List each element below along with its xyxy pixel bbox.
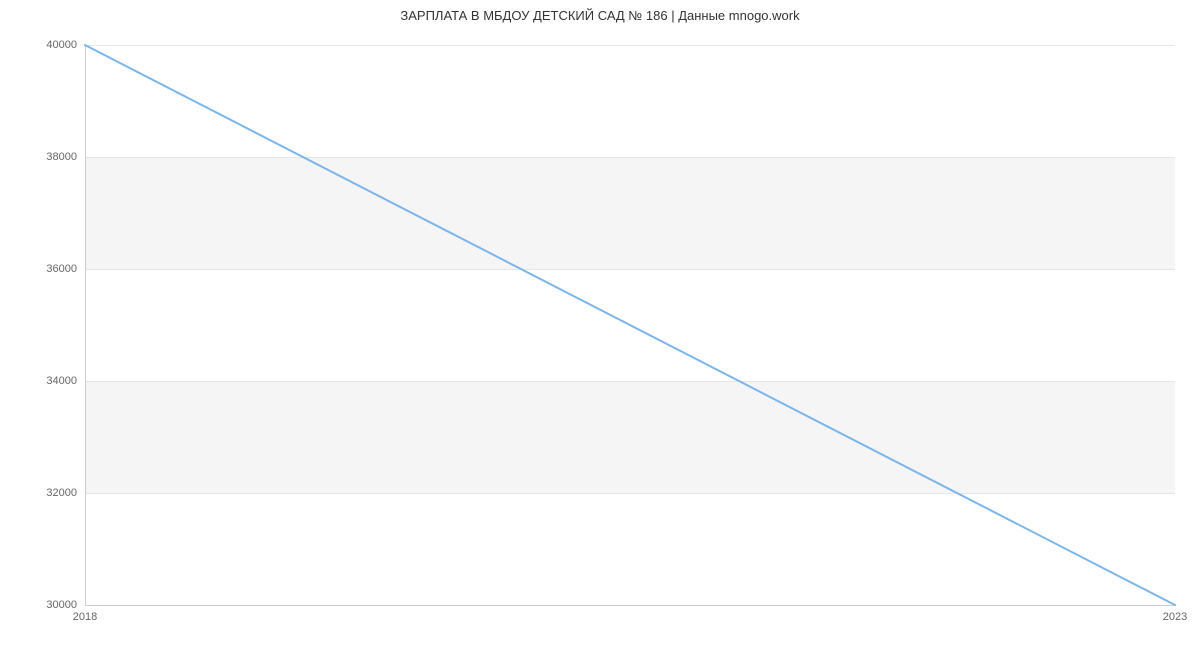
chart-title: ЗАРПЛАТА В МБДОУ ДЕТСКИЙ САД № 186 | Дан… xyxy=(0,8,1200,23)
y-tick-label: 30000 xyxy=(46,599,77,611)
y-tick-label: 40000 xyxy=(46,39,77,51)
x-axis-line xyxy=(85,605,1175,606)
chart-container: ЗАРПЛАТА В МБДОУ ДЕТСКИЙ САД № 186 | Дан… xyxy=(0,0,1200,650)
y-tick-label: 32000 xyxy=(46,487,77,499)
x-tick-label: 2018 xyxy=(73,611,97,623)
y-tick-label: 36000 xyxy=(46,263,77,275)
y-tick-label: 34000 xyxy=(46,375,77,387)
x-tick-label: 2023 xyxy=(1163,611,1187,623)
series-line xyxy=(85,45,1175,605)
line-layer xyxy=(85,45,1175,605)
y-tick-label: 38000 xyxy=(46,151,77,163)
plot-area: 300003200034000360003800040000 20182023 xyxy=(85,45,1175,605)
